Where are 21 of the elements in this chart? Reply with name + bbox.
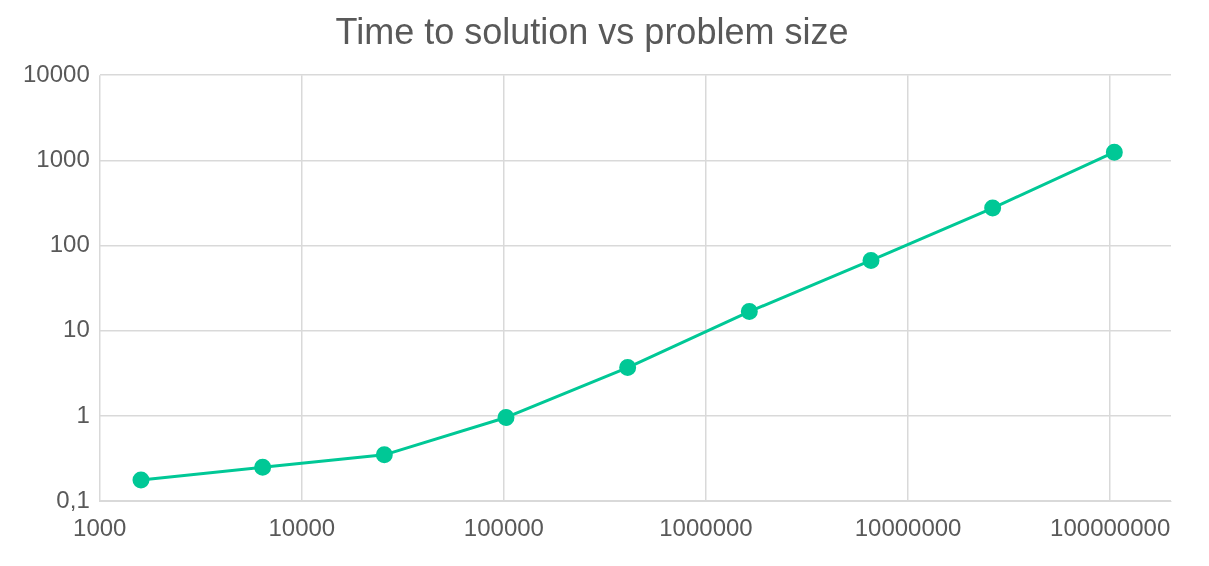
point — [1105, 143, 1123, 161]
y-tick-label: 100 — [49, 230, 90, 258]
chart-title: Time to solution vs problem size — [335, 10, 849, 52]
point — [375, 446, 393, 464]
point — [254, 458, 272, 476]
x-tick-label: 1000000 — [659, 514, 753, 542]
point — [497, 409, 515, 427]
point — [740, 303, 758, 321]
point — [619, 359, 637, 377]
y-tick-label: 10 — [63, 315, 90, 343]
x-tick-label: 10000000 — [854, 514, 962, 542]
x-tick-label: 10000 — [268, 514, 336, 542]
point — [984, 199, 1002, 217]
y-tick-label: 1 — [76, 400, 90, 428]
x-tick-label: 100000 — [463, 514, 544, 542]
y-tick-label: 1000 — [36, 145, 90, 173]
y-tick-label: 10000 — [22, 59, 90, 87]
x-tick-label: 100000000 — [1050, 514, 1171, 542]
point — [132, 471, 150, 489]
y-tick-label: 0,1 — [56, 485, 90, 513]
point — [862, 251, 880, 269]
